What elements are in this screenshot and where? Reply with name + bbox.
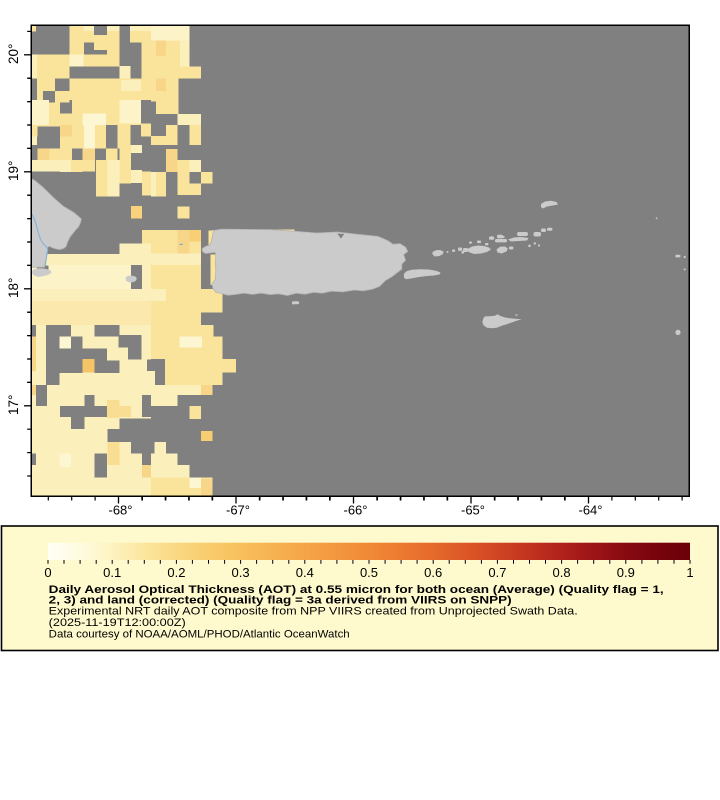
svg-text:0.4: 0.4 <box>296 565 314 580</box>
svg-text:0.6: 0.6 <box>424 565 442 580</box>
svg-text:Experimental NRT daily AOT com: Experimental NRT daily AOT composite fro… <box>49 605 578 617</box>
svg-text:0.9: 0.9 <box>617 565 635 580</box>
svg-text:Data courtesy of NOAA/AOML/PHO: Data courtesy of NOAA/AOML/PHOD/Atlantic… <box>49 628 350 640</box>
svg-text:-66°: -66° <box>344 503 368 518</box>
svg-text:(2025-11-19T12:00:00Z): (2025-11-19T12:00:00Z) <box>49 617 186 629</box>
svg-text:17°: 17° <box>6 395 21 415</box>
svg-text:Daily Aerosol Optical Thicknes: Daily Aerosol Optical Thickness (AOT) at… <box>49 584 664 596</box>
svg-text:-64°: -64° <box>579 503 603 518</box>
svg-text:0.7: 0.7 <box>488 565 506 580</box>
svg-text:20°: 20° <box>6 44 21 64</box>
svg-text:19°: 19° <box>6 161 21 181</box>
svg-text:0: 0 <box>44 565 51 580</box>
svg-text:0.1: 0.1 <box>103 565 121 580</box>
svg-text:0.5: 0.5 <box>360 565 378 580</box>
svg-text:-68°: -68° <box>109 503 133 518</box>
svg-text:0.2: 0.2 <box>167 565 185 580</box>
svg-text:-65°: -65° <box>461 503 485 518</box>
svg-text:18°: 18° <box>6 278 21 298</box>
svg-text:0.3: 0.3 <box>232 565 250 580</box>
svg-text:1: 1 <box>686 565 693 580</box>
svg-text:2, 3) and land (corrected) (Qu: 2, 3) and land (corrected) (Quality flag… <box>49 595 512 607</box>
svg-text:-67°: -67° <box>226 503 250 518</box>
svg-text:0.8: 0.8 <box>553 565 571 580</box>
